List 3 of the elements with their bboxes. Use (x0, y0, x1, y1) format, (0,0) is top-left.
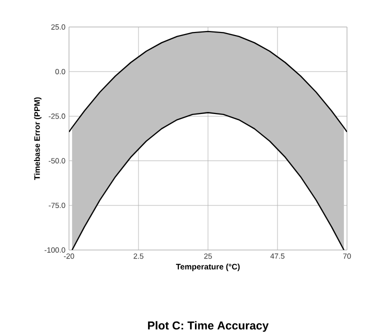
line-series (71, 112, 345, 250)
text: Plot C: Time Accuracy (148, 321, 269, 332)
line-series (69, 30, 347, 132)
